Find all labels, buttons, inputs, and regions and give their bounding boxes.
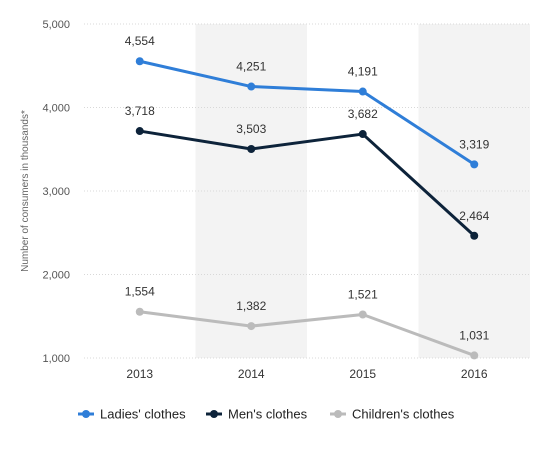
data-point-men-s-clothes-2013[interactable] (135, 127, 144, 136)
y-tick-label: 4,000 (42, 103, 70, 115)
data-point-ladies-clothes-2016[interactable] (470, 160, 479, 169)
data-point-children-s-clothes-2016[interactable] (470, 351, 479, 360)
data-label-men-s-clothes-2013: 3,718 (125, 104, 155, 118)
data-point-children-s-clothes-2013[interactable] (135, 307, 144, 316)
legend-item-men-s-clothes[interactable]: Men's clothes (206, 407, 308, 422)
x-tick-label-2015: 2015 (349, 367, 376, 381)
data-label-ladies-clothes-2016: 3,319 (459, 137, 489, 151)
data-label-men-s-clothes-2014: 3,503 (236, 122, 266, 136)
y-tick-label: 1,000 (42, 353, 70, 365)
data-point-men-s-clothes-2015[interactable] (358, 130, 367, 139)
data-label-ladies-clothes-2014: 4,251 (236, 60, 266, 74)
legend-item-ladies-clothes[interactable]: Ladies' clothes (78, 407, 186, 422)
y-axis-ticks: 1,000 2,000 3,000 4,000 5,000 (42, 19, 70, 365)
legend-item-children-s-clothes[interactable]: Children's clothes (330, 407, 455, 422)
y-tick-label: 5,000 (42, 19, 70, 31)
legend-label: Children's clothes (352, 407, 455, 422)
series-line-men-s-clothes[interactable] (138, 129, 476, 238)
data-labels: 4,554 4,251 4,191 3,319 3,718 3,503 3,682 2,464… (125, 34, 490, 342)
data-point-men-s-clothes-2016[interactable] (470, 231, 479, 240)
data-point-men-s-clothes-2014[interactable] (247, 144, 256, 153)
data-label-children-s-clothes-2013: 1,554 (125, 285, 155, 299)
y-tick-label: 2,000 (42, 270, 70, 282)
data-point-ladies-clothes-2014[interactable] (247, 82, 256, 91)
gridlines (84, 23, 530, 359)
legend-swatch-marker (210, 410, 218, 418)
data-label-children-s-clothes-2015: 1,521 (348, 287, 378, 301)
data-point-ladies-clothes-2013[interactable] (135, 57, 144, 66)
legend-swatch-marker (82, 410, 90, 418)
data-point-ladies-clothes-2015[interactable] (358, 87, 367, 96)
data-point-children-s-clothes-2015[interactable] (358, 310, 367, 319)
x-tick-label-2016: 2016 (461, 367, 488, 381)
y-tick-label: 3,000 (42, 186, 70, 198)
series-lines (138, 59, 476, 357)
x-axis-ticks: 2013 2014 2015 2016 (126, 367, 488, 381)
legend: Ladies' clothes Men's clothes Children's c… (78, 407, 455, 422)
x-tick-label-2013: 2013 (126, 367, 153, 381)
y-axis-title: Number of consumers in thousands* (20, 110, 31, 272)
legend-label: Ladies' clothes (100, 407, 186, 422)
data-label-children-s-clothes-2016: 1,031 (459, 328, 489, 342)
data-label-men-s-clothes-2016: 2,464 (459, 209, 489, 223)
series-line-children-s-clothes[interactable] (138, 310, 476, 357)
data-point-children-s-clothes-2014[interactable] (247, 322, 256, 331)
series-points (135, 57, 479, 360)
data-label-men-s-clothes-2015: 3,682 (348, 107, 378, 121)
x-tick-label-2014: 2014 (238, 367, 265, 381)
data-label-ladies-clothes-2015: 4,191 (348, 65, 378, 79)
series-line-ladies-clothes[interactable] (138, 59, 476, 166)
data-label-children-s-clothes-2014: 1,382 (236, 299, 266, 313)
legend-swatch-marker (334, 410, 342, 418)
data-label-ladies-clothes-2013: 4,554 (125, 34, 155, 48)
legend-label: Men's clothes (228, 407, 308, 422)
